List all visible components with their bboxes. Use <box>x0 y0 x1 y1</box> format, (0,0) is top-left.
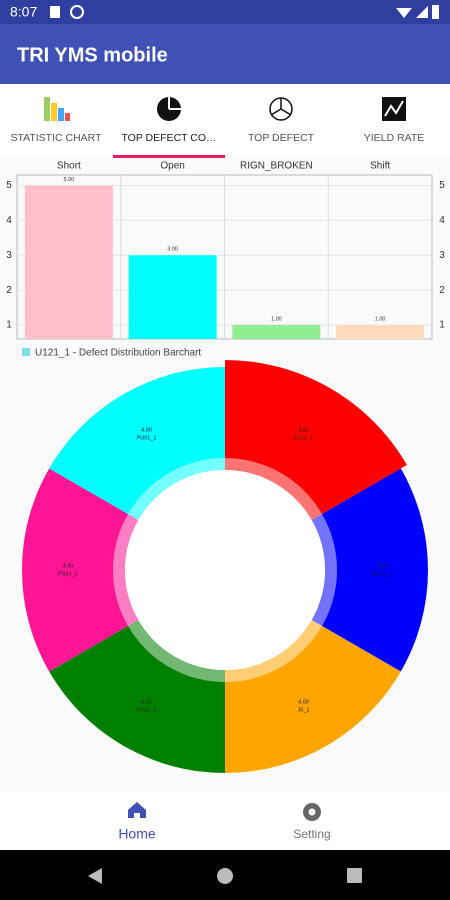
x-tick-label: Open <box>160 161 184 172</box>
bar-value-label: 3.00 <box>167 247 178 253</box>
app-bar <box>0 24 450 84</box>
slice-value-label: 4.00 <box>298 427 309 433</box>
y2-tick-label: 4 <box>439 215 445 226</box>
bar <box>128 255 217 339</box>
bar <box>336 325 425 339</box>
pie-slice[interactable] <box>225 620 401 773</box>
x-tick-label: Shift <box>370 161 390 172</box>
y2-tick-label: 2 <box>439 285 445 296</box>
slice-name-label: PS01_1 <box>58 571 78 577</box>
y-tick-label: 2 <box>6 285 12 296</box>
y2-tick-label: 3 <box>439 250 445 261</box>
bar-value-label: 1.00 <box>375 316 386 322</box>
bar-value-label: 5.00 <box>64 177 75 183</box>
home-button[interactable] <box>217 868 233 884</box>
y-tick-label: 5 <box>6 180 12 191</box>
slice-value-label: 4.00 <box>298 699 309 705</box>
y-tick-label: 1 <box>6 320 12 331</box>
bar <box>232 325 321 339</box>
slice-name-label: J5_1 <box>298 707 310 713</box>
tab-bar <box>0 84 450 158</box>
status-bar <box>0 0 450 24</box>
bottom-nav <box>0 792 450 850</box>
tab-icon <box>44 97 70 121</box>
signal-icon <box>416 6 428 18</box>
tab-label[interactable]: STATISTIC CHART <box>10 132 102 144</box>
legend-swatch <box>22 348 30 356</box>
slice-value-label: 4.00 <box>63 563 74 569</box>
x-tick-label: RIGN_BROKEN <box>240 161 313 172</box>
tab-label[interactable]: TOP DEFECT <box>248 132 315 144</box>
pie-slice[interactable] <box>225 360 407 520</box>
slice-value-label: 4.00 <box>377 563 388 569</box>
legend-label: U121_1 - Defect Distribution Barchart <box>35 348 201 359</box>
tab-label[interactable]: TOP DEFECT CO… <box>121 132 216 144</box>
wifi-icon <box>396 8 412 18</box>
slice-name-label: U121_1 <box>294 435 313 441</box>
battery-icon <box>432 5 439 19</box>
slice-name-label: PU25_1 <box>137 707 157 713</box>
bar <box>24 185 113 339</box>
home-icon[interactable] <box>128 802 146 818</box>
y-tick-label: 4 <box>6 215 12 226</box>
app-title: TRI YMS mobile <box>17 44 168 66</box>
tab-icon <box>382 97 406 121</box>
pie-slice[interactable] <box>49 620 226 773</box>
pie-slice[interactable] <box>311 468 428 672</box>
donut-hole <box>125 470 325 670</box>
tab-indicator <box>113 155 225 158</box>
pie-slice[interactable] <box>49 367 226 520</box>
back-button[interactable] <box>88 868 102 884</box>
x-tick-label: Short <box>57 161 81 172</box>
setting-icon[interactable] <box>303 803 321 821</box>
tab-icon <box>157 97 181 121</box>
slice-value-label: 4.00 <box>141 699 152 705</box>
y2-tick-label: 5 <box>439 180 445 191</box>
pie-slice[interactable] <box>21 468 139 672</box>
y-tick-label: 3 <box>6 250 12 261</box>
y2-tick-label: 1 <box>439 320 445 331</box>
tab-icon <box>269 97 293 121</box>
nav-label[interactable]: Setting <box>293 827 330 841</box>
slice-name-label: U171_1 <box>372 571 391 577</box>
status-icon <box>70 5 84 19</box>
status-time: 8:07 <box>10 4 37 20</box>
nav-label[interactable]: Home <box>118 826 156 842</box>
tab-label[interactable]: YIELD RATE <box>364 132 425 144</box>
slice-name-label: PU01_1 <box>137 435 157 441</box>
slice-value-label: 4.00 <box>141 427 152 433</box>
status-icon <box>50 6 60 18</box>
recents-button[interactable] <box>347 868 362 883</box>
bar-value-label: 1.00 <box>271 316 282 322</box>
